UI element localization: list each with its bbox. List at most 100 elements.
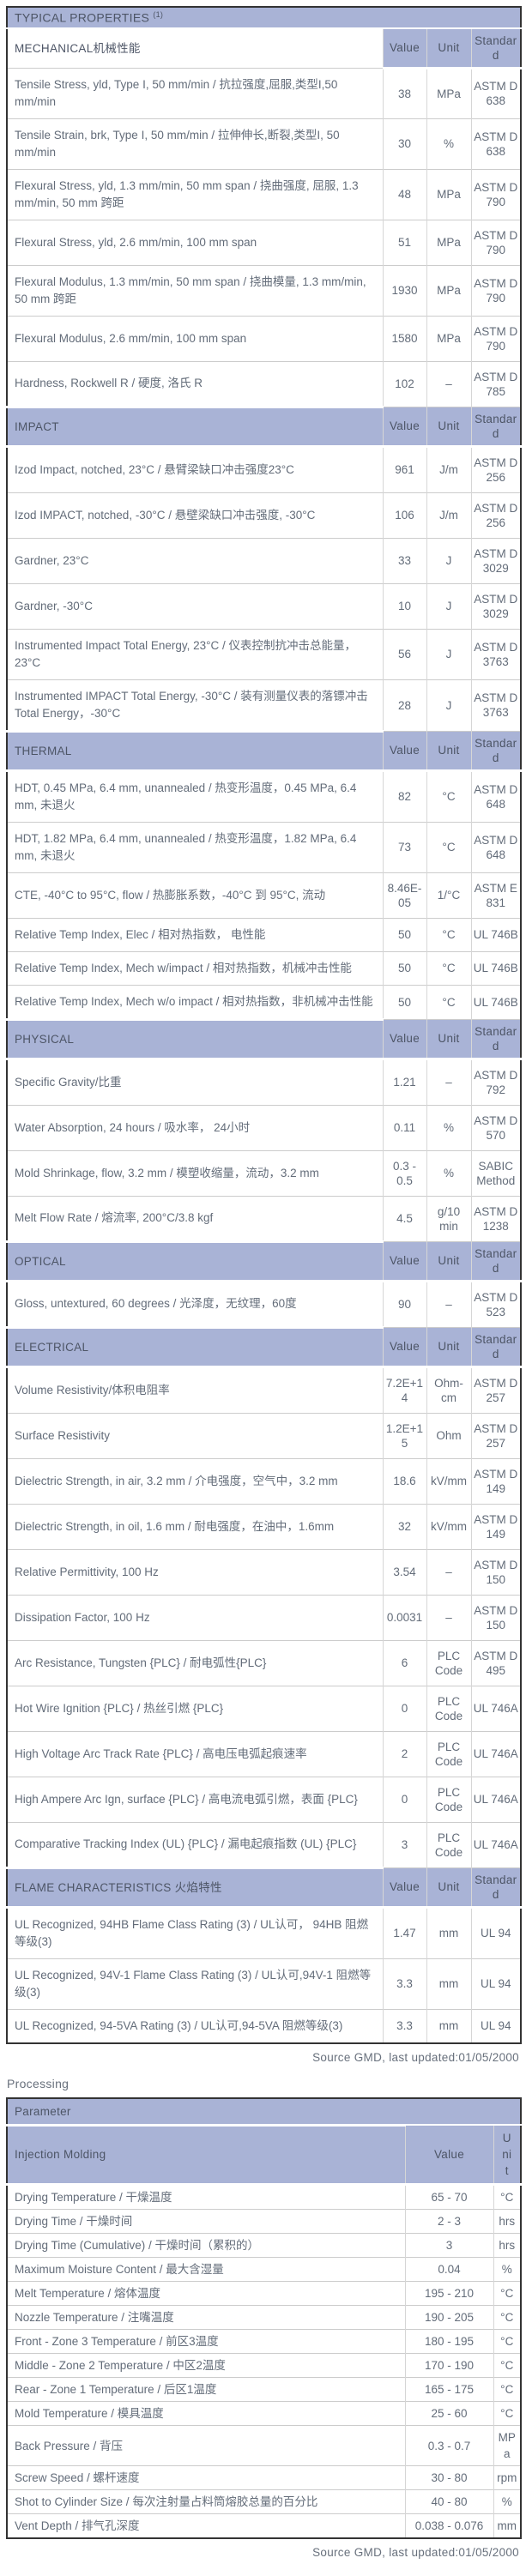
parameter-row: Drying Time (Cumulative) / 干燥时间（累积的） 3 hrs — [7, 2233, 522, 2258]
parameter-value: 30 - 80 — [404, 2465, 493, 2490]
column-header: Standard — [470, 1018, 522, 1060]
property-name: Specific Gravity/比重 — [7, 1058, 383, 1106]
property-name: Water Absorption, 24 hours / 吸水率， 24小时 — [7, 1104, 383, 1151]
property-standard: UL 746B — [470, 984, 522, 1020]
property-row: UL Recognized, 94HB Flame Class Rating (… — [7, 1906, 522, 1959]
property-name: Gloss, untextured, 60 degrees / 光泽度，无纹理，… — [7, 1280, 383, 1328]
column-header: Unit — [426, 1018, 471, 1060]
section-header-row: PHYSICAL Value Unit Standard — [7, 1017, 522, 1060]
property-value: 3 — [382, 1821, 426, 1868]
property-row: Flexural Modulus, 1.3 mm/min, 50 mm span… — [7, 264, 522, 317]
property-unit: – — [426, 1594, 471, 1641]
property-row: Melt Flow Rate / 熔流率, 200°C/3.8 kgf 4.5 g/… — [7, 1195, 522, 1242]
parameter-name: Shot to Cylinder Size / 每次注射量占料筒熔胶总量的百分比 — [7, 2489, 405, 2514]
property-value: 1.2E+15 — [382, 1412, 426, 1459]
property-unit: – — [426, 1548, 471, 1596]
section-name: FLAME CHARACTERISTICS 火焰特性 — [7, 1866, 383, 1909]
injection-molding-label: Injection Molding — [7, 2123, 405, 2187]
property-name: Surface Resistivity — [7, 1412, 383, 1459]
property-value: 48 — [382, 168, 426, 220]
property-unit: MPa — [426, 264, 471, 317]
property-standard: UL 94 — [470, 1958, 522, 2010]
property-row: Dielectric Strength, in air, 3.2 mm / 介电… — [7, 1457, 522, 1505]
parameter-value: 165 - 175 — [404, 2377, 493, 2402]
property-value: 0.3 - 0.5 — [382, 1149, 426, 1197]
column-header: Value — [382, 1867, 426, 1909]
property-value: 50 — [382, 950, 426, 986]
column-header: Value — [382, 1240, 426, 1282]
property-standard: ASTM D 257 — [470, 1412, 522, 1459]
property-standard: ASTM D 523 — [470, 1280, 522, 1328]
typical-properties-table: TYPICAL PROPERTIES (1) MECHANICAL机械性能 Val… — [6, 6, 523, 2044]
property-name: Instrumented Impact Total Energy, 23°C /… — [7, 628, 383, 680]
parameter-value: 0.038 - 0.076 — [404, 2513, 493, 2539]
parameter-value: 195 - 210 — [404, 2281, 493, 2306]
property-row: Instrumented Impact Total Energy, 23°C /… — [7, 628, 522, 680]
property-standard: ASTM D 570 — [470, 1104, 522, 1151]
property-row: Arc Resistance, Tungsten {PLC} / 耐电弧性{PL… — [7, 1639, 522, 1686]
property-standard: ASTM D 1238 — [470, 1195, 522, 1242]
property-value: 1930 — [382, 264, 426, 317]
property-unit: PLC Code — [426, 1730, 471, 1777]
property-standard: ASTM D 648 — [470, 821, 522, 873]
property-unit: mm — [426, 1906, 471, 1959]
table-title-row: TYPICAL PROPERTIES (1) — [7, 7, 522, 29]
property-unit: % — [426, 1149, 471, 1197]
parameter-unit: hrs — [493, 2233, 522, 2258]
parameter-row: Maximum Moisture Content / 最大含湿量 0.04% — [7, 2257, 522, 2282]
property-unit: PLC Code — [426, 1776, 471, 1823]
property-name: Tensile Stress, yld, Type I, 50 mm/min /… — [7, 67, 383, 119]
property-unit: °C — [426, 821, 471, 873]
property-value: 18.6 — [382, 1457, 426, 1505]
property-value: 4.5 — [382, 1195, 426, 1242]
property-unit: – — [426, 360, 471, 407]
property-name: UL Recognized, 94-5VA Rating (3) / UL认可,… — [7, 2008, 383, 2043]
property-row: Gardner, -30°C 10 J ASTM D 3029 — [7, 582, 522, 630]
property-standard: UL 746A — [470, 1776, 522, 1823]
parameter-unit: °C — [493, 2184, 522, 2210]
property-value: 38 — [382, 67, 426, 119]
property-value: 3.54 — [382, 1548, 426, 1596]
parameter-unit: % — [493, 2489, 522, 2514]
property-unit: PLC Code — [426, 1821, 471, 1868]
property-row: Tensile Strain, brk, Type I, 50 mm/min /… — [7, 118, 522, 170]
property-value: 0 — [382, 1685, 426, 1732]
property-row: Instrumented IMPACT Total Energy, -30°C … — [7, 679, 522, 732]
property-value: 33 — [382, 537, 426, 584]
property-row: Comparative Tracking Index (UL) {PLC} / … — [7, 1821, 522, 1868]
property-row: Volume Resistivity/体积电阻率 7.2E+14 Ohm-cm AST… — [7, 1366, 522, 1414]
parameter-row: Front - Zone 3 Temperature / 前区3温度 180 - … — [7, 2329, 522, 2354]
property-name: Volume Resistivity/体积电阻率 — [7, 1366, 383, 1414]
property-standard: UL 746B — [470, 950, 522, 986]
parameter-name: Drying Temperature / 干燥温度 — [7, 2184, 405, 2210]
section-name: MECHANICAL机械性能 — [7, 27, 383, 69]
property-value: 73 — [382, 821, 426, 873]
parameter-unit: mm — [493, 2513, 522, 2539]
property-unit: Ohm-cm — [426, 1366, 471, 1414]
property-standard: UL 746A — [470, 1685, 522, 1732]
property-standard: UL 94 — [470, 1906, 522, 1959]
parameter-unit: °C — [493, 2401, 522, 2426]
column-header: Unit — [426, 730, 471, 772]
injection-molding-header-row: Injection Molding Value Unit — [7, 2123, 522, 2187]
column-header: Value — [382, 1326, 426, 1368]
parameter-header-row: Parameter — [7, 2097, 522, 2127]
parameter-value: 40 - 80 — [404, 2489, 493, 2514]
processing-table-body: Parameter Injection Molding Value Unit D… — [7, 2097, 522, 2539]
property-standard: ASTM D 3763 — [470, 628, 522, 680]
property-row: Surface Resistivity 1.2E+15 Ohm ASTM D 257 — [7, 1412, 522, 1459]
source-note-processing: Source GMD, last updated:01/05/2000 — [312, 2546, 519, 2560]
property-name: CTE, -40°C to 95°C, flow / 热膨胀系数，-40°C 到… — [7, 872, 383, 919]
section-header-row: MECHANICAL机械性能 Value Unit Standard — [7, 27, 522, 69]
property-value: 961 — [382, 445, 426, 493]
property-standard: ASTM D 790 — [470, 264, 522, 317]
section-header-row: ELECTRICAL Value Unit Standard — [7, 1325, 522, 1368]
property-unit: – — [426, 1280, 471, 1328]
parameter-unit: hrs — [493, 2209, 522, 2234]
property-value: 28 — [382, 679, 426, 732]
property-value: 32 — [382, 1503, 426, 1550]
parameter-unit: °C — [493, 2377, 522, 2402]
property-name: Arc Resistance, Tungsten {PLC} / 耐电弧性{PL… — [7, 1639, 383, 1686]
parameter-name: Vent Depth / 排气孔深度 — [7, 2513, 405, 2539]
property-unit: 1/°C — [426, 872, 471, 919]
